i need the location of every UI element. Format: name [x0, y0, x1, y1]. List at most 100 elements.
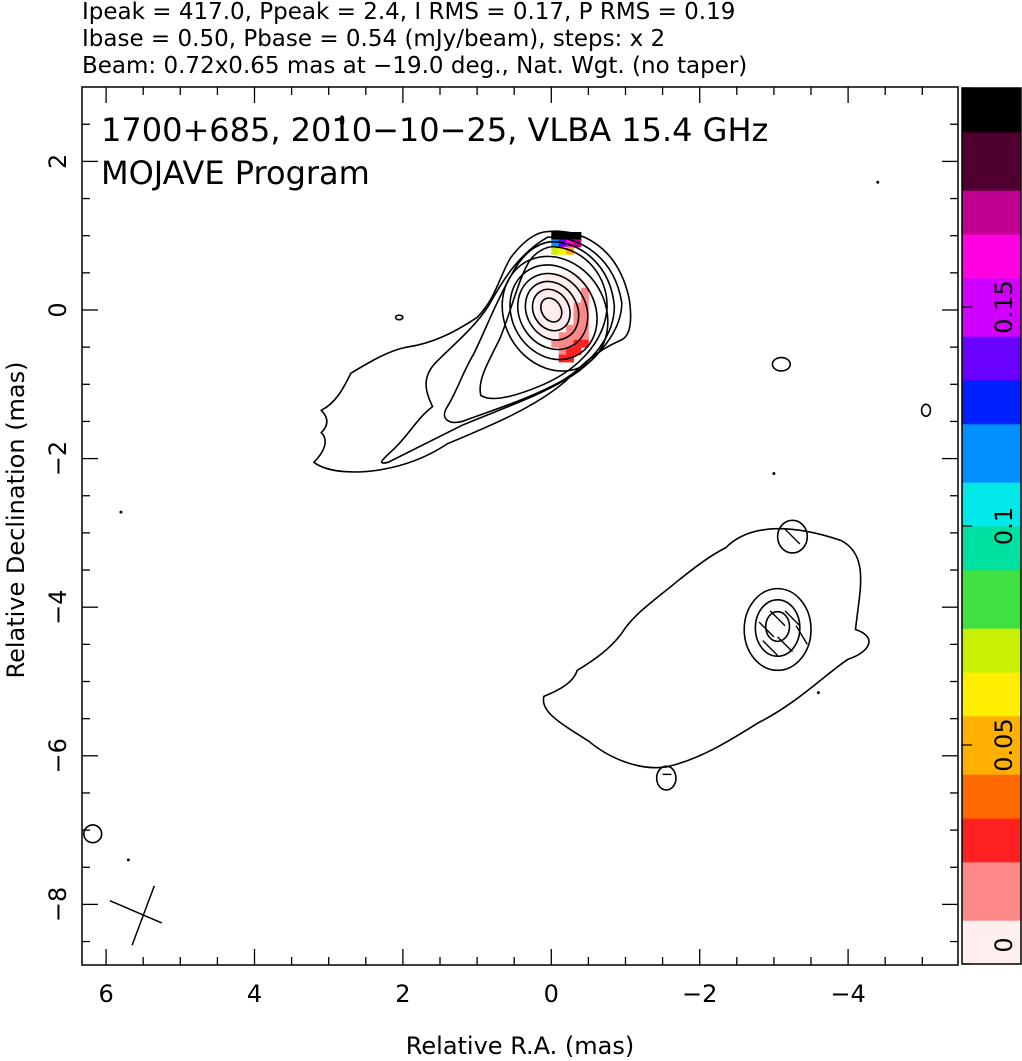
polarization-vectors: [663, 529, 808, 774]
colorbar-band: [962, 277, 1021, 293]
polarization-pixel: [566, 317, 574, 326]
polarization-pixel: [573, 310, 582, 318]
colorbar: [962, 88, 1021, 965]
polarization-pixel: [543, 272, 552, 281]
polarization-pixel: [580, 302, 589, 311]
polarization-pixel: [558, 317, 567, 326]
polarization-pixel: [558, 295, 567, 303]
polarization-pixel: [558, 310, 567, 318]
small-contour-b: [84, 825, 102, 843]
colorbar-band: [962, 190, 1021, 206]
polarization-pixel: [558, 246, 567, 255]
colorbar-band: [962, 438, 1021, 454]
polarization-pixel: [543, 302, 552, 311]
colorbar-band: [962, 394, 1021, 410]
x-tick-label: 0: [544, 980, 559, 1008]
polarization-pixel: [558, 280, 567, 289]
polarization-pixel: [536, 324, 545, 333]
polarization-pixel: [536, 280, 545, 289]
polarization-pixel: [551, 339, 560, 348]
colorbar-band: [962, 350, 1021, 366]
polarization-pixel: [543, 317, 552, 326]
colorbar-band: [962, 555, 1021, 571]
polarization-pixel: [573, 287, 582, 296]
colorbar-band: [962, 818, 1021, 834]
header-line-1: Ipeak = 417.0, Ppeak = 2.4, I RMS = 0.17…: [82, 0, 735, 25]
plot-title: 1700+685, 2010−10−25, VLBA 15.4 GHz: [101, 111, 768, 149]
polarization-pixel: [580, 310, 589, 318]
polarization-pixel: [551, 246, 560, 255]
colorbar-tick-label: 0.15: [990, 280, 1018, 333]
core-contour-6: [493, 249, 614, 376]
noise-dot: [772, 471, 776, 475]
colorbar-band: [962, 540, 1021, 556]
colorbar-band: [962, 905, 1021, 921]
polarization-pixel: [551, 302, 560, 311]
y-tick-label: −4: [44, 590, 72, 625]
polarization-pixel: [573, 339, 582, 348]
colorbar-band: [962, 613, 1021, 629]
colorbar-band: [962, 482, 1021, 498]
core-contour-10: [537, 294, 566, 326]
polarization-pixel: [543, 287, 552, 296]
small-contour-e: [395, 315, 402, 319]
colorbar-band: [962, 774, 1021, 790]
colorbar-band: [962, 380, 1021, 396]
jet-contour-4: [766, 612, 790, 642]
polarization-pixel: [580, 332, 589, 341]
colorbar-band: [962, 102, 1021, 118]
polarization-pixel: [551, 280, 560, 289]
colorbar-band: [962, 292, 1021, 308]
colorbar-band: [962, 423, 1021, 439]
polarization-pixel: [573, 280, 582, 289]
y-tick-label: 2: [44, 154, 72, 169]
x-tick-label: −2: [682, 980, 717, 1008]
colorbar-band: [962, 88, 1021, 104]
colorbar-band: [962, 803, 1021, 819]
polarization-pixel: [551, 295, 560, 303]
colorbar-band: [962, 715, 1021, 731]
colorbar-band: [962, 599, 1021, 615]
colorbar-band: [962, 204, 1021, 220]
polarization-pixel: [558, 231, 567, 240]
colorbar-band: [962, 307, 1021, 323]
colorbar-band: [962, 336, 1021, 352]
polarization-pixel: [536, 317, 545, 326]
axis-ticks: [82, 87, 958, 965]
polarization-pixel: [573, 332, 582, 341]
colorbar-band: [962, 467, 1021, 483]
colorbar-band: [962, 861, 1021, 877]
colorbar-band: [962, 876, 1021, 892]
plot-frame: [81, 86, 959, 966]
y-tick-label: −8: [44, 887, 72, 922]
noise-dot: [876, 180, 880, 184]
colorbar-band: [962, 832, 1021, 848]
colorbar-band: [962, 949, 1021, 965]
colorbar-band: [962, 146, 1021, 162]
y-tick-label: −2: [44, 441, 72, 476]
polarization-pixel: [558, 354, 567, 363]
polarization-pixel: [551, 272, 560, 281]
y-axis-label: Relative Declination (mas): [2, 361, 30, 678]
colorbar-ticks: [962, 87, 972, 965]
colorbar-band: [962, 730, 1021, 746]
colorbar-band: [962, 496, 1021, 512]
colorbar-band: [962, 686, 1021, 702]
colorbar-band: [962, 920, 1021, 936]
core-contour-4: [480, 247, 607, 399]
beam-ellipse-cross: [110, 886, 162, 945]
polarization-pixel: [573, 231, 582, 240]
core-outer-contour: [314, 231, 631, 472]
polarization-pixel: [580, 295, 589, 303]
polarization-pixel: [566, 302, 574, 311]
noise-dot: [816, 691, 820, 695]
x-axis-label: Relative R.A. (mas): [406, 1032, 634, 1060]
polarization-pixel: [580, 324, 589, 333]
x-tick-label: 4: [247, 980, 262, 1008]
colorbar-band: [962, 248, 1021, 264]
core-contour-9: [525, 282, 577, 337]
colorbar-band: [962, 891, 1021, 907]
polarization-pixel: [558, 287, 567, 296]
polarization-pixel: [551, 310, 560, 318]
